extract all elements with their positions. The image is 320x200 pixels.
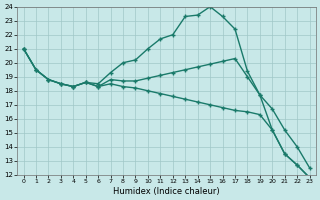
X-axis label: Humidex (Indice chaleur): Humidex (Indice chaleur) [113, 187, 220, 196]
